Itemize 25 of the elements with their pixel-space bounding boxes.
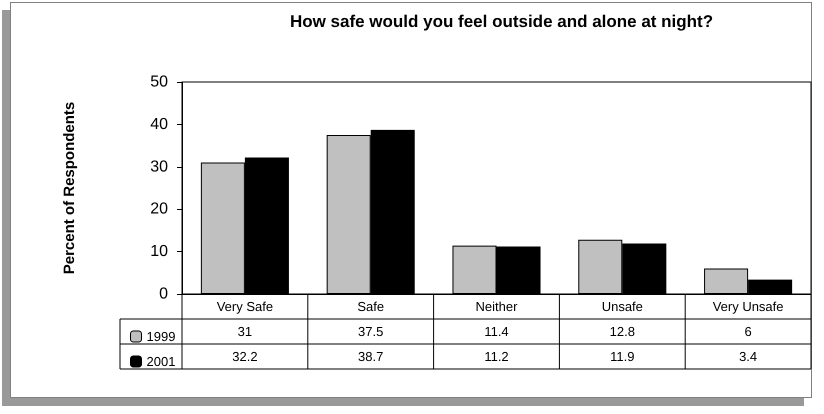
x-tick-label: Unsafe: [602, 299, 643, 314]
x-tick-label: Very Safe: [216, 299, 274, 314]
data-label: 6: [744, 324, 752, 339]
y-axis-title: Percent of Respondents: [61, 102, 78, 274]
data-label: 11.4: [484, 324, 509, 339]
y-tick-label: 0: [159, 286, 168, 302]
y-tick-label: 50: [150, 74, 168, 90]
data-label: 31: [238, 324, 252, 339]
data-label: 3.4: [739, 349, 758, 364]
x-tick-label: Safe: [357, 299, 384, 314]
data-label: 37.5: [358, 324, 384, 339]
data-label: 12.8: [610, 324, 635, 339]
x-tick-label: Neither: [476, 299, 518, 314]
y-tick-label: 40: [150, 116, 168, 133]
y-tick-label: 20: [150, 200, 168, 218]
x-tick-label: Very Unsafe: [712, 299, 784, 314]
legend-label: 1999: [146, 329, 176, 344]
data-label: 38.7: [358, 349, 384, 364]
data-label: 11.2: [484, 349, 509, 364]
data-label: 11.9: [610, 349, 634, 364]
data-label: 32.2: [232, 349, 258, 364]
chart-title: How safe would you feel outside and alone at night?: [290, 12, 714, 31]
y-tick-label: 30: [150, 158, 168, 176]
y-tick-label: 10: [150, 243, 168, 260]
legend-label: 2001: [146, 354, 176, 369]
